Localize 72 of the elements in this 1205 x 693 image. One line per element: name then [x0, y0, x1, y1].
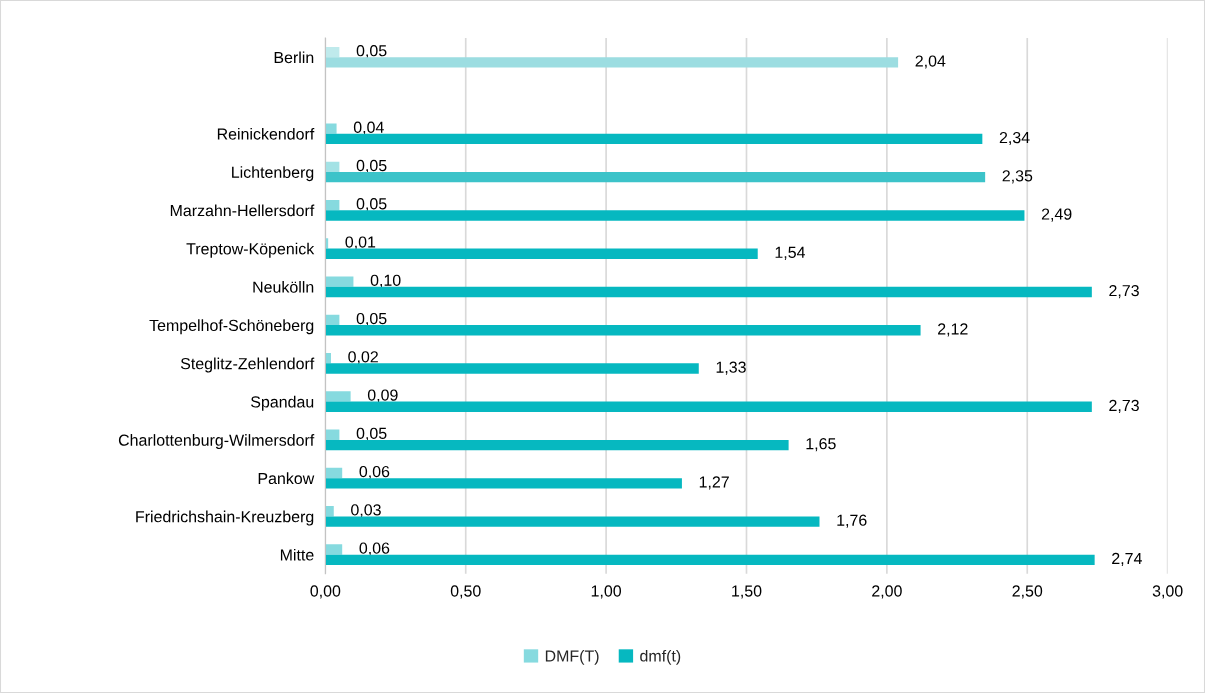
bar — [325, 363, 699, 374]
bar — [325, 467, 343, 479]
bar — [325, 123, 337, 134]
bar — [325, 286, 1092, 298]
y-tick-label: Berlin — [274, 51, 314, 64]
bar — [325, 516, 820, 527]
data-label: 0,10 — [370, 274, 401, 288]
bar — [325, 391, 351, 402]
x-tick-label: 2,50 — [1012, 585, 1043, 599]
data-label: 1,76 — [837, 514, 867, 528]
bar — [325, 429, 340, 440]
legend-label: dmf(t) — [640, 649, 681, 665]
bar — [325, 248, 758, 259]
bar — [325, 325, 921, 336]
y-tick-label: Steglitz-Zehlendorf — [180, 357, 315, 373]
bar — [325, 199, 340, 211]
data-label: 0,02 — [348, 351, 378, 365]
y-tick-label: Treptow-Köpenick — [186, 242, 315, 258]
x-tick-label: 1,50 — [732, 585, 762, 599]
bar — [325, 478, 682, 489]
bar — [325, 57, 899, 68]
y-tick-label: Marzahn-Hellersdorf — [170, 204, 315, 217]
data-label: 2,35 — [1002, 170, 1033, 184]
data-label: 2,49 — [1041, 208, 1072, 222]
data-label: 0,06 — [359, 542, 390, 556]
data-label: 2,74 — [1112, 552, 1142, 567]
data-label: 0,04 — [353, 121, 384, 135]
bar — [325, 544, 343, 555]
bar — [325, 401, 1092, 412]
data-label: 1,33 — [716, 361, 746, 375]
bar — [325, 439, 789, 451]
y-tick-label: Pankow — [258, 472, 315, 485]
bar — [325, 172, 986, 183]
data-label: 0,05 — [356, 427, 387, 441]
y-tick-label: Lichtenberg — [232, 166, 314, 182]
x-tick-label: 0,50 — [450, 585, 481, 599]
data-label: 1,27 — [699, 476, 729, 490]
data-label: 2,12 — [938, 323, 968, 337]
bar — [325, 314, 340, 326]
bar — [325, 210, 1025, 221]
data-label: 0,09 — [367, 389, 398, 403]
data-label: 0,05 — [356, 198, 387, 212]
data-label: 2,34 — [999, 131, 1030, 146]
data-label: 0,06 — [359, 465, 390, 480]
y-tick-label: Neukölln — [253, 281, 314, 293]
x-tick-label: 2,00 — [872, 585, 902, 599]
data-label: 0,05 — [356, 312, 387, 327]
data-label: 0,03 — [351, 504, 381, 518]
y-tick-label: Mitte — [280, 548, 314, 561]
bar — [325, 554, 1095, 565]
data-label: 0,01 — [345, 236, 376, 250]
bar — [325, 161, 340, 173]
y-tick-label: Reinickendorf — [217, 127, 315, 140]
data-label: 1,65 — [806, 438, 836, 452]
x-tick-label: 1,00 — [591, 585, 622, 599]
y-tick-label: Charlottenburg-Wilmersdorf — [118, 434, 315, 449]
data-label: 0,05 — [356, 45, 387, 59]
bar — [325, 506, 334, 517]
data-label: 2,73 — [1109, 284, 1139, 299]
y-tick-label: Tempelhof-Schöneberg — [149, 319, 314, 335]
y-tick-label: Spandau — [251, 395, 314, 411]
y-tick-label: Friedrichshain-Kreuzberg — [136, 510, 314, 526]
data-label: 2,73 — [1109, 399, 1139, 413]
data-label: 0,05 — [356, 159, 387, 174]
bar — [325, 133, 983, 145]
data-label: 1,54 — [775, 246, 806, 260]
bar — [325, 46, 340, 58]
x-tick-label: 3,00 — [1152, 585, 1183, 599]
data-label: 2,04 — [915, 55, 946, 69]
bar — [325, 276, 354, 287]
x-tick-label: 0,00 — [310, 585, 341, 599]
legend-label: DMF(T) — [545, 649, 599, 665]
